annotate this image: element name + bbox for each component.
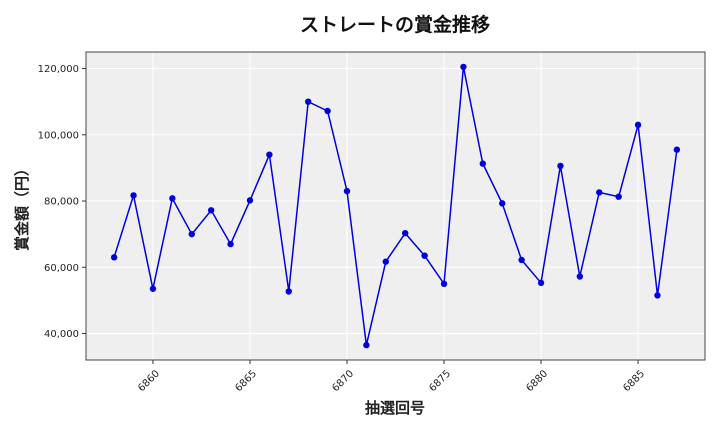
plot-border	[85, 51, 706, 361]
data-point	[479, 160, 487, 167]
x-axis-label: 抽選回号	[365, 399, 425, 417]
data-point	[304, 98, 312, 105]
data-point	[421, 252, 428, 259]
data-point	[576, 273, 584, 280]
y-tick-label: 120,000	[38, 64, 79, 75]
data-point	[499, 200, 506, 207]
data-point	[557, 162, 564, 170]
data-point	[537, 279, 545, 287]
y-axis-ticks: 40,000 60,000 80,000 100,000 120,000	[38, 64, 86, 340]
data-point	[285, 288, 292, 295]
data-point	[130, 192, 137, 199]
data-point	[188, 230, 195, 238]
y-tick-label: 100,000	[38, 130, 79, 141]
data-point	[227, 240, 234, 248]
y-axis-label: 賞金額（円）	[13, 161, 31, 251]
data-point	[673, 146, 681, 153]
data-point	[654, 292, 661, 299]
series-line	[113, 66, 678, 346]
data-point	[440, 280, 448, 288]
data-point	[266, 151, 273, 158]
data-point	[343, 187, 351, 195]
axes-frame	[85, 51, 706, 361]
data-point	[615, 193, 622, 200]
plot-area	[86, 52, 705, 360]
grid-lines	[86, 52, 705, 360]
data-point	[382, 258, 389, 265]
data-point	[246, 197, 254, 204]
data-point	[149, 285, 157, 292]
data-point	[634, 121, 642, 129]
data-point	[207, 207, 215, 214]
data-point	[324, 107, 331, 115]
data-point	[596, 189, 603, 196]
data-point	[460, 63, 467, 71]
y-tick-label: 40,000	[44, 329, 79, 340]
data-point	[402, 229, 409, 237]
data-point	[518, 256, 525, 264]
y-tick-label: 60,000	[44, 263, 79, 274]
data-point	[110, 254, 118, 261]
series-layer	[110, 63, 681, 349]
y-tick-label: 80,000	[44, 197, 79, 208]
data-point	[363, 341, 370, 349]
chart-title: ストレートの賞金推移	[300, 13, 490, 36]
data-point	[169, 195, 176, 202]
